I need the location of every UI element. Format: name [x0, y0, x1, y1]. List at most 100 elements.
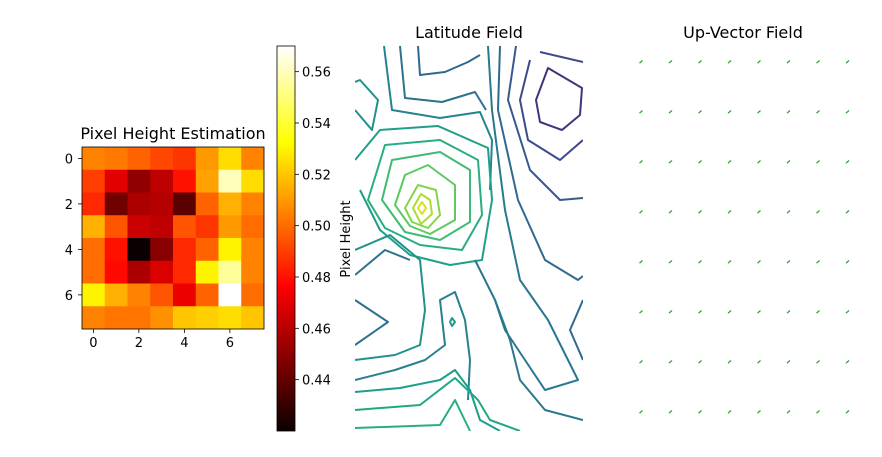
heatmap-cell: [241, 169, 265, 193]
heatmap-cell: [218, 215, 242, 239]
contour-line: [497, 46, 583, 281]
heatmap-cell: [104, 306, 128, 330]
heatmap-cell: [82, 147, 106, 171]
heatmap-panel: Pixel Height Estimation 0 2 4 6 0 2 4 6: [65, 124, 266, 351]
quiver-arrow: [668, 210, 673, 214]
heatmap-cell: [195, 147, 219, 171]
heatmap-cell: [195, 215, 219, 239]
quiver-arrow: [816, 260, 820, 264]
contour-line: [383, 46, 493, 191]
quiver-arrow: [668, 260, 673, 264]
quiver-arrow: [727, 410, 732, 414]
quiver-arrow: [786, 310, 791, 314]
heatmap-frame: [81, 146, 265, 330]
colorbar-tick-label: 0.50: [302, 220, 331, 235]
quiver-arrow: [816, 110, 820, 114]
quiver-arrow: [757, 360, 761, 364]
quiver-arrow: [639, 360, 643, 364]
quiver-arrow: [727, 60, 732, 64]
heatmap-cell: [173, 238, 197, 262]
x-tick-label: 0: [89, 336, 97, 351]
quiver-arrow: [698, 360, 702, 364]
heatmap-cell: [195, 306, 219, 330]
y-tick-label: 0: [65, 152, 73, 167]
contour-panel: Latitude Field: [355, 23, 583, 431]
quiver-arrow: [845, 260, 850, 264]
heatmap-cell: [195, 260, 219, 284]
heatmap-cell: [241, 238, 265, 262]
heatmap-cell: [104, 192, 128, 216]
quiver-arrow: [845, 160, 850, 164]
quiver-arrow: [816, 360, 820, 364]
quiver-title: Up-Vector Field: [683, 23, 803, 42]
heatmap-cell: [173, 215, 197, 239]
quiver-arrow: [845, 110, 850, 114]
quiver-arrow: [698, 160, 702, 164]
heatmap-cell: [150, 283, 174, 307]
quiver-arrow: [639, 110, 643, 114]
heatmap-cell: [104, 169, 128, 193]
heatmap-cell: [218, 192, 242, 216]
quiver-arrow: [845, 210, 850, 214]
heatmap-cell: [218, 147, 242, 171]
colorbar-ticks: 0.44 0.46 0.48 0.50 0.52 0.54 0.56: [295, 66, 331, 389]
colorbar-tick-label: 0.46: [302, 322, 331, 337]
quiver-arrow: [727, 360, 732, 364]
contour-line: [355, 369, 501, 431]
quiver-arrow: [698, 260, 702, 264]
contour-line: [412, 193, 433, 225]
heatmap-cells: [82, 147, 265, 330]
quiver-arrow: [816, 310, 820, 314]
contour-line: [535, 67, 583, 131]
quiver-arrow: [845, 410, 850, 414]
contour-line: [355, 399, 471, 431]
y-tick-label: 4: [65, 243, 73, 258]
quiver-arrow: [816, 210, 820, 214]
quiver-arrow: [668, 310, 673, 314]
quiver-arrow: [786, 360, 791, 364]
heatmap-cell: [127, 169, 151, 193]
quiver-arrow: [757, 310, 761, 314]
quiver-arrow: [786, 160, 791, 164]
heatmap-cell: [241, 147, 265, 171]
heatmap-cell: [173, 260, 197, 284]
contour-line: [367, 139, 483, 251]
contour-line: [399, 46, 487, 111]
heatmap-cell: [82, 283, 106, 307]
contour-line: [417, 46, 481, 76]
contour-line: [507, 46, 583, 201]
heatmap-cell: [241, 260, 265, 284]
quiver-arrow: [668, 410, 673, 414]
heatmap-title: Pixel Height Estimation: [80, 124, 265, 143]
contour-line: [355, 291, 471, 401]
heatmap-cell: [127, 215, 151, 239]
quiver-arrow: [845, 310, 850, 314]
quiver-arrow: [639, 310, 643, 314]
contour-line: [569, 299, 583, 361]
heatmap-cell: [127, 260, 151, 284]
heatmap-cell: [82, 169, 106, 193]
heatmap-cell: [195, 238, 219, 262]
heatmap-cell: [173, 283, 197, 307]
contour-line: [404, 184, 441, 229]
heatmap-cell: [82, 215, 106, 239]
heatmap-cell: [150, 169, 174, 193]
quiver-arrow: [727, 160, 732, 164]
heatmap-cell: [150, 260, 174, 284]
heatmap-cell: [241, 283, 265, 307]
heatmap-cell: [82, 192, 106, 216]
heatmap-cell: [150, 238, 174, 262]
contour-title: Latitude Field: [415, 23, 523, 42]
quiver-arrow: [727, 260, 732, 264]
heatmap-cell: [173, 169, 197, 193]
quiver-arrow: [639, 60, 643, 64]
heatmap-cell: [241, 215, 265, 239]
quiver-arrow: [668, 160, 673, 164]
quiver-arrow: [757, 410, 761, 414]
heatmap-cell: [104, 215, 128, 239]
quiver-arrow: [786, 410, 791, 414]
contour-lines: [355, 46, 583, 431]
heatmap-cell: [218, 169, 242, 193]
x-tick-label: 2: [135, 336, 143, 351]
